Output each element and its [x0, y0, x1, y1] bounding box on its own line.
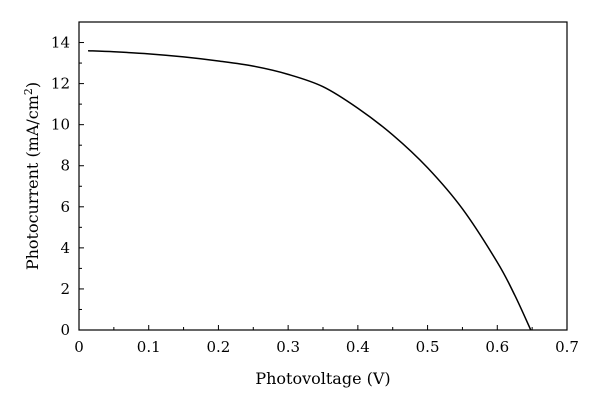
x-axis-ticks: 0 0.1 0.2 0.3 0.4 0.5 0.6 0.7: [74, 325, 579, 356]
x-tick-label: 0.5: [416, 338, 440, 356]
x-tick-label: 0.3: [276, 338, 300, 356]
y-tick-label: 2: [60, 280, 70, 298]
y-axis-title-close: ): [23, 82, 42, 88]
y-axis-ticks: 0 2 4 6 8 10 12 14: [51, 34, 84, 339]
y-tick-label: 4: [60, 239, 70, 257]
y-axis-title-superscript: 2: [22, 88, 35, 95]
x-axis-title: Photovoltage (V): [255, 369, 390, 388]
x-tick-label: 0.6: [485, 338, 509, 356]
y-tick-label: 12: [51, 75, 70, 93]
x-tick-label: 0: [74, 338, 84, 356]
y-tick-label: 10: [51, 116, 70, 134]
y-axis-title: Photocurrent (mA/cm2): [22, 82, 43, 270]
x-tick-label: 0.7: [555, 338, 579, 356]
y-tick-label: 8: [60, 157, 70, 175]
y-tick-label: 6: [60, 198, 70, 216]
x-tick-label: 0.2: [206, 338, 230, 356]
y-axis-title-main: Photocurrent (mA/cm: [23, 95, 42, 270]
x-tick-label: 0.4: [346, 338, 370, 356]
x-tick-label: 0.1: [137, 338, 161, 356]
y-tick-label: 14: [51, 34, 70, 52]
iv-curve-line: [88, 49, 532, 331]
y-tick-label: 0: [60, 321, 70, 339]
plot-frame: [78, 21, 568, 331]
series-group: [88, 49, 532, 331]
